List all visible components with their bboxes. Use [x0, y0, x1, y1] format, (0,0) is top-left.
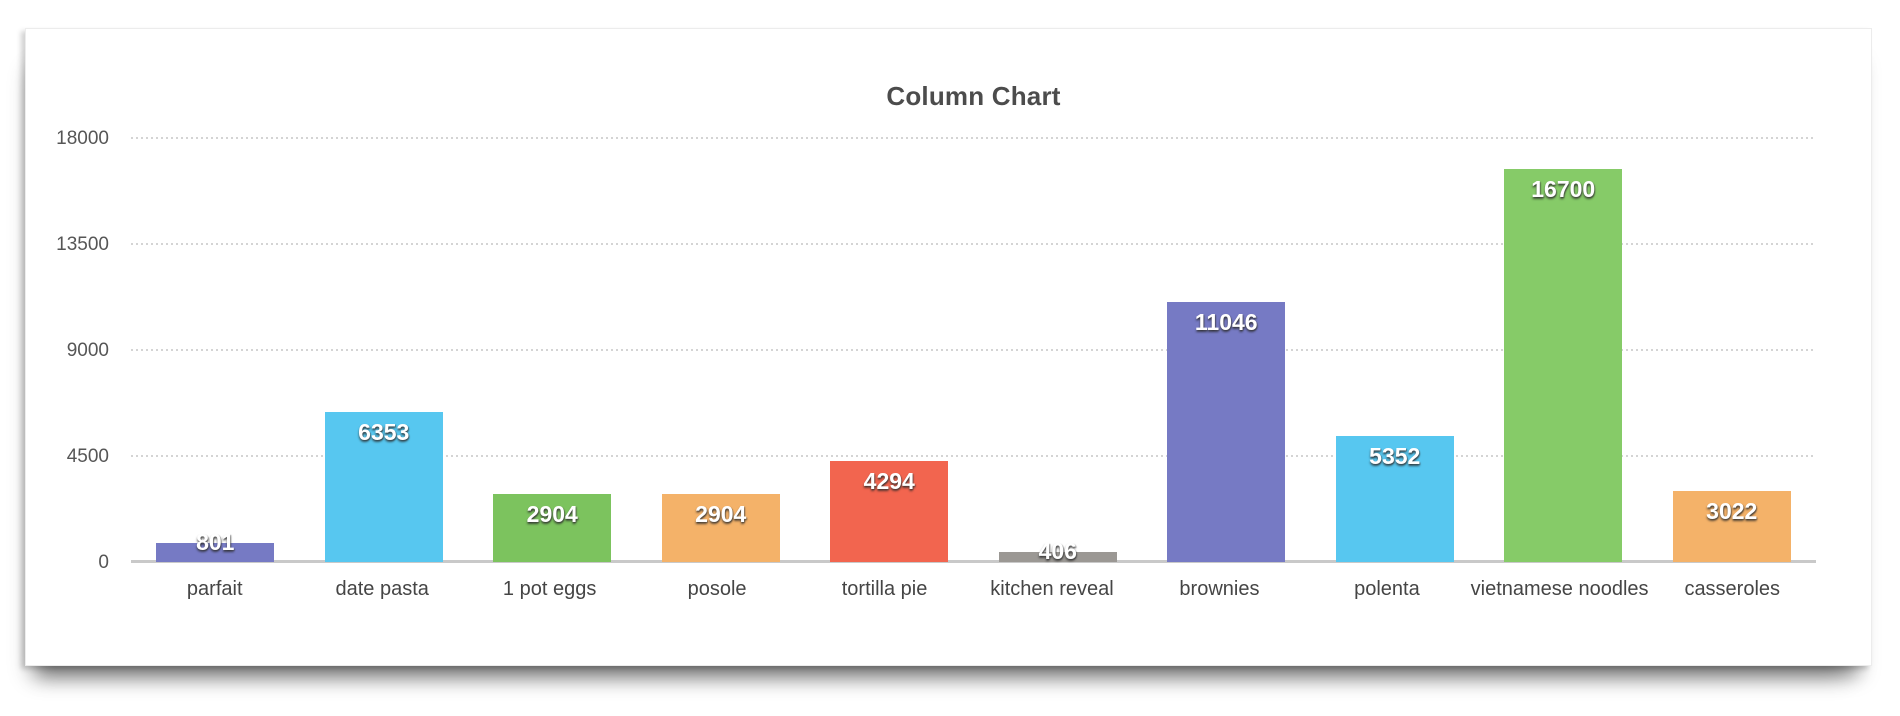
gridline	[131, 243, 1816, 245]
bar-posole: 2904	[661, 493, 780, 562]
gridline	[131, 349, 1816, 351]
bars-container: 801 6353 2904 2904 4294 406 11046 5352 16700 3022	[131, 138, 1817, 564]
category-label-1-pot-eggs: 1 pot eggs	[502, 578, 597, 600]
category-label-brownies: brownies	[1179, 578, 1260, 600]
bar-date-pasta: 6353	[324, 412, 443, 562]
bar-value-label: 4294	[863, 467, 915, 494]
bar-slot: 11046	[1142, 138, 1311, 562]
y-tick-label: 13500	[56, 234, 109, 255]
category-label-vietnamese-noodles: vietnamese noodles	[1470, 578, 1649, 600]
bar-brownies: 11046	[1167, 301, 1286, 562]
y-tick-label: 9000	[66, 340, 109, 361]
category-label-kitchen-reveal: kitchen reveal	[990, 578, 1114, 600]
bar-slot: 16700	[1479, 138, 1648, 562]
category-label-casseroles: casseroles	[1684, 578, 1781, 600]
bar-value-label: 3022	[1706, 497, 1758, 524]
bar-slot: 801	[131, 138, 300, 562]
bar-value-label: 5352	[1369, 442, 1421, 469]
chart-title: Column Chart	[886, 81, 1061, 111]
bar-value-label: 801	[196, 529, 235, 556]
bar-slot: 406	[974, 138, 1143, 564]
y-tick-label: 4500	[66, 446, 109, 467]
bar-parfait: 801	[156, 529, 275, 562]
bar-slot: 2904	[468, 138, 637, 562]
bar-value-label: 11046	[1194, 308, 1258, 335]
bar-casseroles: 3022	[1672, 490, 1791, 562]
y-tick-label: 0	[98, 552, 109, 573]
bar-slot: 3022	[1648, 138, 1817, 562]
category-label-parfait: parfait	[186, 578, 243, 600]
x-axis-labels: parfait date pasta 1 pot eggs posole tortill…	[131, 578, 1816, 601]
chart-card: Column Chart 0 4500 9000 13500 18000 801 6353…	[25, 28, 1872, 666]
category-label-date-pasta: date pasta	[335, 578, 429, 600]
bar-slot: 2904	[637, 138, 806, 562]
x-axis-line	[131, 560, 1816, 563]
bar-kitchen-reveal: 406	[998, 538, 1117, 564]
bar-vietnamese-noodles: 16700	[1504, 168, 1623, 562]
gridline	[131, 137, 1816, 139]
bar-value-label: 16700	[1531, 175, 1596, 202]
category-label-posole: posole	[687, 578, 747, 600]
bar-value-label: 2904	[695, 500, 747, 527]
bar-slot: 5352	[1311, 138, 1480, 562]
bar-slot: 6353	[300, 138, 469, 562]
bar-value-label: 406	[1038, 538, 1077, 565]
y-tick-label: 18000	[56, 128, 109, 149]
bar-slot: 4294	[805, 138, 974, 562]
bar-polenta: 5352	[1335, 435, 1454, 562]
bar-tortilla-pie: 4294	[830, 460, 949, 562]
plot-area: 0 4500 9000 13500 18000 801 6353 2904 2904 4294 4…	[56, 128, 1817, 573]
category-label-tortilla-pie: tortilla pie	[841, 578, 928, 600]
gridline	[131, 455, 1816, 457]
category-label-polenta: polenta	[1354, 578, 1420, 600]
bar-value-label: 6353	[358, 419, 410, 446]
bar-value-label: 2904	[526, 500, 578, 527]
bar-1-pot-eggs: 2904	[493, 493, 612, 562]
